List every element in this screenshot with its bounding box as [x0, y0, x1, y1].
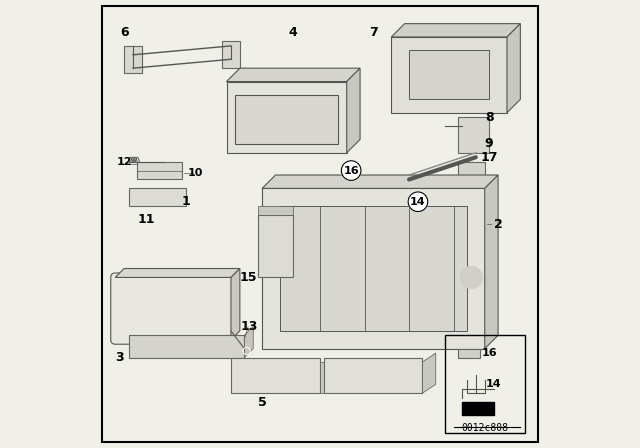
Bar [258, 215, 293, 277]
Bar [124, 46, 142, 73]
Polygon shape [422, 353, 436, 393]
Polygon shape [227, 68, 360, 82]
Bar [458, 117, 489, 153]
Polygon shape [262, 175, 498, 188]
Bar [458, 162, 484, 193]
Text: 9: 9 [485, 138, 493, 151]
Text: 5: 5 [258, 396, 266, 409]
Polygon shape [258, 206, 293, 215]
Text: 16: 16 [343, 166, 359, 176]
Bar [463, 402, 493, 415]
Text: 6: 6 [120, 26, 129, 39]
FancyBboxPatch shape [111, 273, 236, 344]
Bar [129, 335, 244, 358]
Text: 0012c808: 0012c808 [461, 423, 508, 433]
Polygon shape [227, 82, 347, 153]
Bar [129, 188, 186, 206]
Polygon shape [244, 327, 253, 358]
Bar [445, 335, 525, 433]
Bar [409, 50, 489, 99]
Bar [138, 162, 182, 180]
Polygon shape [507, 24, 520, 113]
Text: 15: 15 [240, 271, 257, 284]
Bar [231, 358, 320, 393]
Bar [222, 42, 240, 68]
Polygon shape [231, 268, 240, 340]
Polygon shape [391, 37, 507, 113]
Text: 12: 12 [116, 157, 132, 167]
Polygon shape [262, 188, 484, 349]
Text: 4: 4 [289, 26, 298, 39]
Text: 3: 3 [115, 351, 124, 364]
Text: 11: 11 [138, 213, 155, 226]
Polygon shape [484, 175, 498, 349]
Bar [324, 358, 422, 393]
Text: 16: 16 [481, 348, 497, 358]
Text: 1: 1 [182, 195, 191, 208]
Bar [280, 206, 467, 331]
Text: 14: 14 [486, 379, 502, 389]
Bar [320, 362, 329, 393]
Text: 10: 10 [188, 168, 203, 178]
Text: 13: 13 [240, 320, 257, 333]
Text: 7: 7 [369, 26, 378, 39]
Circle shape [408, 192, 428, 211]
Polygon shape [347, 68, 360, 153]
Text: 2: 2 [493, 217, 502, 231]
Polygon shape [115, 268, 240, 277]
Polygon shape [391, 24, 520, 37]
Circle shape [460, 266, 483, 289]
Bar [458, 349, 480, 358]
Text: 14: 14 [410, 197, 426, 207]
Circle shape [341, 161, 361, 181]
Bar [236, 95, 338, 144]
Text: 17: 17 [481, 151, 498, 164]
Text: 8: 8 [485, 111, 493, 124]
